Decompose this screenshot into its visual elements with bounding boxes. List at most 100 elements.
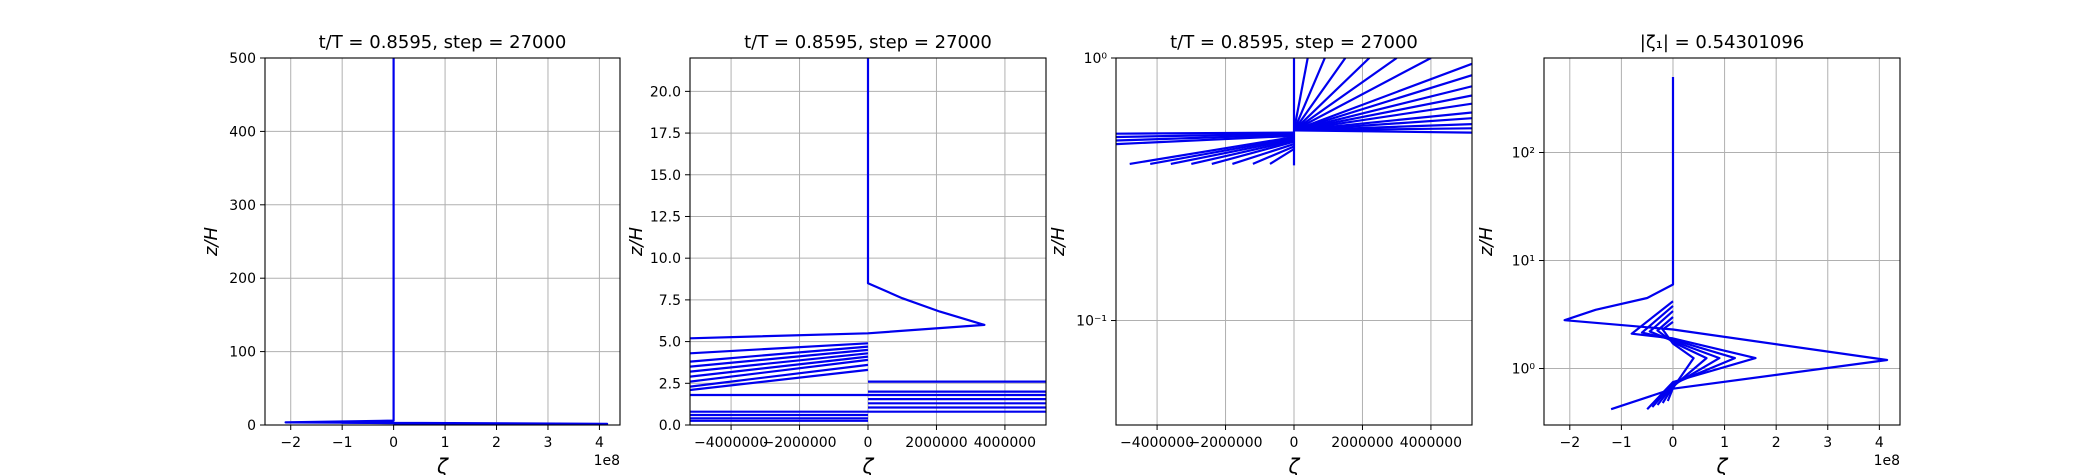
y-tick-label: 10⁻¹ [1076,314,1107,330]
series-line-2 [1630,300,1757,410]
y-axis-label: z/H [1476,227,1497,258]
series-line-19 [1293,102,1472,132]
x-tick-label: 0 [1669,435,1678,451]
series-line-8 [690,363,869,388]
x-tick-label: 0 [389,435,398,451]
x-tick-label: 4 [1875,435,1884,451]
y-axis-label: z/H [626,227,647,258]
chart-title: t/T = 0.8595, step = 27000 [319,32,567,53]
x-axis-label: ζ [436,454,449,475]
series-line-20 [1293,94,1472,132]
series-line-3 [1116,132,1295,139]
series-group [1116,58,1472,166]
x-axis-label: ζ [1288,454,1301,475]
y-tick-label: 100 [229,345,256,361]
series-line-18 [1293,111,1472,132]
axes-frame [1543,57,1901,426]
panel-1: −2 −1 0 1 2 3 4 0 100 200 300 400 500 1e8 t/T = 0.8595… [201,32,621,475]
y-tick-label: 10⁰ [1512,362,1536,378]
x-axis-label: ζ [862,454,875,475]
x-tick-label: 4000000 [974,435,1036,451]
x-tick-label: 2000000 [1331,435,1393,451]
y-tick-label: 200 [229,271,256,287]
series-group [690,58,1046,422]
series-line-3 [1640,305,1737,408]
x-tick-label: −2 [1559,435,1580,451]
x-tick-label: 0 [864,435,873,451]
series-line-2 [690,342,869,355]
x-tick-label: 3 [544,435,553,451]
x-tick-label: −1 [1611,435,1632,451]
series-line-10 [1211,140,1295,165]
series-line-29 [1292,58,1309,131]
panel-4: −2 −1 0 1 2 3 4 10⁰ 10¹ 10² 1e8 |ζ₁| = 0.54301096 ζ z… [1476,32,1901,475]
series-line-9 [690,368,869,392]
x-tick-label: 2000000 [905,435,967,451]
series-line-24 [1293,58,1432,132]
series-line-4 [1648,310,1721,406]
series-line-2 [1116,131,1295,135]
y-tick-label: 10.0 [650,251,681,267]
series-group [284,58,609,425]
x-tick-label: 0 [1290,435,1299,451]
chart-title: |ζ₁| = 0.54301096 [1640,32,1804,53]
y-tick-label: 0 [247,418,256,434]
chart-title: t/T = 0.8595, step = 27000 [744,32,992,53]
y-axis-label: z/H [1048,227,1069,258]
y-axis-label: z/H [201,227,222,258]
y-tick-label: 0.0 [659,418,681,434]
x-tick-label: 4000000 [1400,435,1462,451]
series-line-6 [690,355,869,378]
x-tick-label: −2000000 [762,435,836,451]
series-line-26 [1293,58,1371,132]
y-tick-label: 500 [229,51,256,67]
series-line-22 [1293,74,1472,132]
x-tick-label: −4000000 [694,435,768,451]
panel-3: −4000000−2000000 0 2000000 4000000 10⁻¹ 10⁰ t/… [1048,32,1473,475]
y-tick-label: 300 [229,198,256,214]
x-axis-label: ζ [1716,454,1729,475]
series-group [1563,77,1889,411]
x-tick-label: 3 [1823,435,1832,451]
series-line-28 [1292,58,1326,131]
series-line-9 [1191,139,1295,165]
series-line-1 [690,58,986,340]
panel-2: −4000000−2000000 0 2000000 4000000 0.0 2.5 5.0… [626,32,1047,475]
offset-text: 1e8 [594,453,620,469]
y-tick-label: 17.5 [650,126,681,142]
x-tick-label: 2 [1772,435,1781,451]
y-tick-label: 15.0 [650,168,681,184]
series-line-1 [284,58,609,425]
series-line-5 [1116,134,1295,146]
chart-title: t/T = 0.8595, step = 27000 [1170,32,1418,53]
y-tick-label: 10² [1512,146,1535,162]
series-line-21 [1293,85,1472,132]
y-tick-label: 2.5 [659,376,681,392]
series-line-4 [1116,133,1295,142]
series-line-23 [1293,62,1472,132]
series-line-11 [1232,143,1295,165]
series-line-8 [1170,138,1295,165]
offset-text: 1e8 [1874,453,1900,469]
series-line-7 [690,358,869,383]
x-tick-label: 1 [441,435,450,451]
y-tick-label: 20.0 [650,84,681,100]
y-tick-label: 10¹ [1512,254,1535,270]
y-tick-label: 7.5 [659,293,681,309]
series-line-6 [1129,135,1295,165]
series-line-25 [1293,58,1398,132]
x-tick-label: −2000000 [1188,435,1262,451]
y-tick-label: 5.0 [659,335,681,351]
series-line-5 [690,352,869,373]
series-line-13 [1269,148,1295,165]
series-line-27 [1293,58,1347,132]
y-tick-label: 400 [229,124,256,140]
x-tick-label: −4000000 [1120,435,1194,451]
x-tick-label: 2 [492,435,501,451]
series-line-6 [1661,321,1695,402]
series-line-3 [690,345,869,363]
series-line-2 [341,421,472,425]
x-tick-label: −1 [332,435,353,451]
x-tick-label: 4 [595,435,604,451]
y-tick-label: 12.5 [650,209,681,225]
